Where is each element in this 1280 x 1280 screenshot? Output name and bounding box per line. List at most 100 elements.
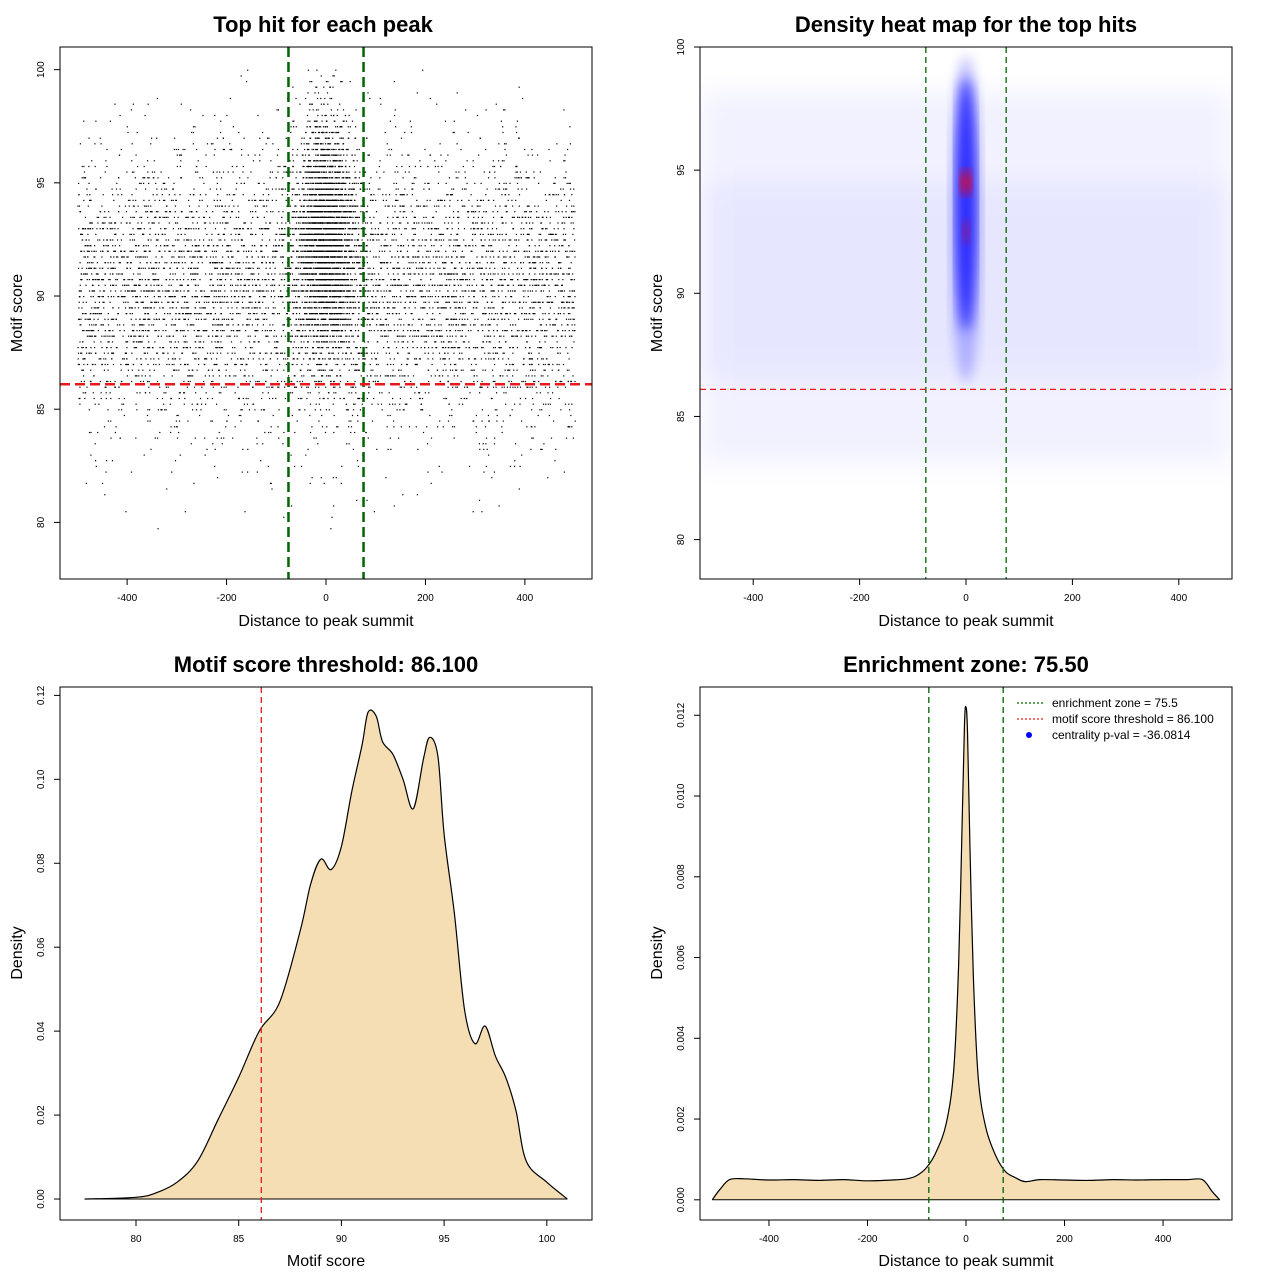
scatter-point [262,443,264,445]
scatter-point [252,262,254,264]
scatter-point [201,262,203,264]
scatter-point [285,296,287,298]
scatter-point [200,341,202,343]
scatter-point [340,482,342,484]
scatter-point [315,165,317,168]
scatter-point [226,273,228,275]
scatter-point [85,284,87,286]
scatter-point [563,471,565,473]
scatter-point [485,194,487,196]
scatter-point [251,233,253,235]
scatter-point [534,375,536,377]
scatter-point [455,341,457,343]
scatter-point [268,228,270,230]
scatter-point [274,341,276,343]
scatter-point [217,330,219,332]
scatter-point [81,347,83,349]
scatter-point [323,397,325,400]
scatter-point [500,284,502,286]
scatter-point [495,386,497,388]
scatter-point [182,313,184,315]
scatter-point [418,239,420,241]
scatter-point [270,330,272,332]
scatter-point [174,194,176,196]
scatter-point [89,313,91,315]
scatter-point [430,482,432,484]
scatter-point [532,403,534,405]
scatter-point [454,313,457,315]
scatter-point [111,318,114,320]
scatter-point [139,341,141,343]
scatter-point [345,120,347,122]
scatter-point [170,426,172,428]
scatter-point [480,267,483,269]
scatter-point [272,279,274,281]
scatter-point [455,386,457,388]
scatter-point [200,318,202,320]
scatter-point [144,352,146,354]
scatter-point [135,245,137,247]
scatter-point [307,363,309,366]
scatter-point [151,301,153,303]
scatter-point [115,233,117,235]
scatter-point [386,284,388,286]
scatter-point [146,335,148,337]
scatter-point [203,245,205,247]
scatter-point [251,301,253,303]
scatter-point [257,182,259,184]
scatter-point [226,363,228,366]
scatter-point [149,392,151,394]
scatter-point [415,426,417,428]
scatter-point [313,375,316,377]
scatter-point [509,386,511,388]
scatter-point [315,154,317,156]
scatter-point [222,216,224,218]
scatter-point [397,262,399,264]
scatter-point [199,239,201,241]
scatter-point [571,324,573,326]
scatter-point [504,143,506,145]
scatter-point [435,330,437,332]
scatter-point [83,380,85,383]
scatter-point [118,296,120,298]
scatter-point [557,290,560,292]
scatter-point [517,216,519,218]
scatter-point [350,431,352,434]
scatter-point [235,233,237,235]
scatter-point [192,143,194,145]
scatter-point [252,358,254,360]
scatter-point [156,262,158,264]
scatter-point [131,330,134,332]
scatter-point [561,284,563,286]
scatter-point [403,267,405,269]
scatter-point [532,307,534,309]
scatter-point [167,245,169,247]
scatter-point [282,301,284,303]
scatter-point [367,154,369,156]
scatter-point [147,420,149,422]
scatter-point [229,335,231,337]
scatter-point [200,335,202,337]
scatter-point [427,262,429,264]
scatter-point [94,313,97,315]
scatter-point [505,262,507,264]
scatter-point [548,233,550,235]
scatter-point [322,256,324,258]
scatter-point [220,188,222,190]
scatter-point [140,301,142,303]
scatter-point [559,290,561,292]
scatter-point [261,397,263,400]
scatter-point [305,228,308,230]
scatter-point [312,182,314,184]
scatter-point [494,171,496,173]
scatter-point [537,256,539,258]
scatter-point [466,284,468,286]
scatter-point [343,324,345,326]
scatter-point [316,86,318,88]
scatter-point [552,250,554,252]
scatter-point [501,386,503,388]
scatter-point [433,335,435,337]
scatter-point [254,330,256,332]
scatter-point [440,284,442,286]
scatter-point [517,177,519,179]
